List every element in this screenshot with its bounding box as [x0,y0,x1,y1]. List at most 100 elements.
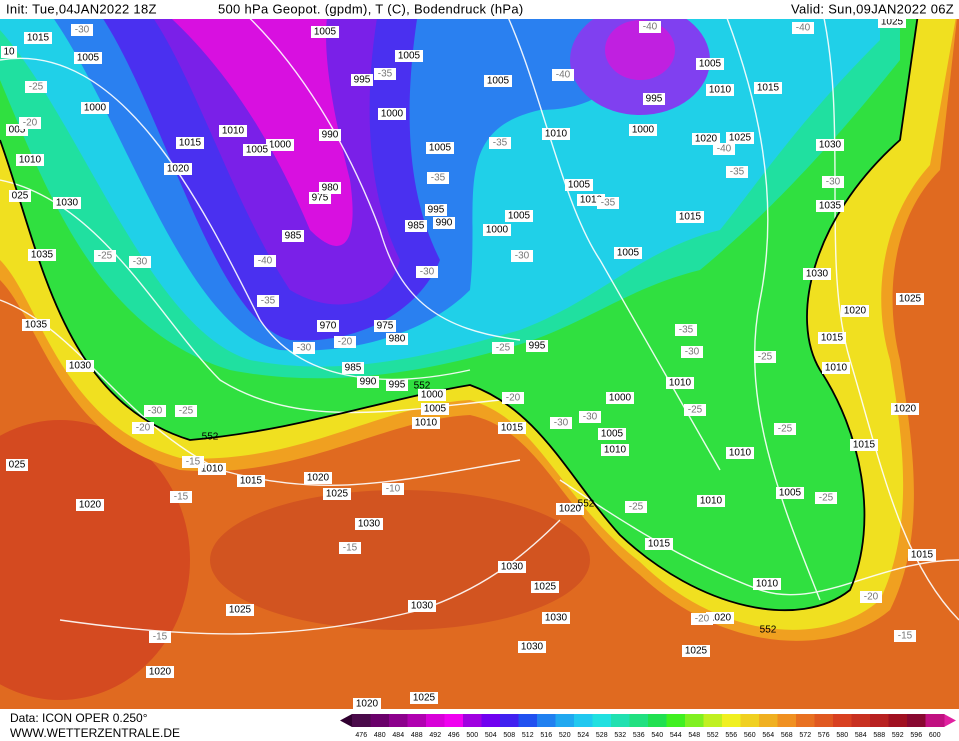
temperature-label: -25 [98,251,113,262]
isobar-label-box [355,518,383,530]
colorbar-swatch [796,714,815,727]
isobar-label: 1000 [609,393,632,404]
isobar-label: 025 [12,191,29,202]
isobar-label-box [526,340,548,352]
isobar-label-box [614,247,642,259]
temperature-label: -30 [75,25,90,36]
isobar-label: 995 [389,380,406,391]
temperature-label: -30 [554,418,569,429]
temperature-label-box [552,69,574,81]
isobar-label-box [433,217,455,229]
temperature-label: -15 [186,457,201,468]
isobar-label-box [198,463,226,475]
isobar-label-box [374,320,396,332]
temperature-label: -20 [338,337,353,348]
colorbar-label: 548 [688,732,700,739]
isobar-label: 985 [408,221,425,232]
temperature-label-box [132,422,154,434]
temperature-label: -20 [23,118,38,129]
temperature-label: -15 [343,543,358,554]
temperature-label-box [681,346,703,358]
isobar-label-box [598,428,626,440]
isobar-label-box [405,220,427,232]
colorbar-swatch [666,714,686,727]
temperature-label: -25 [778,424,793,435]
temperature-label: -35 [431,173,446,184]
colorbar-label: 480 [374,732,386,739]
colorbar-label: 516 [540,732,552,739]
colorbar-swatch [888,714,908,727]
isobar-label: 975 [312,193,329,204]
colorbar-arrow-low [340,714,352,727]
isobar-label-box [696,58,724,70]
isobar-label: 990 [360,377,377,388]
isobar-label-box [16,154,44,166]
temperature-label-box [144,405,166,417]
map-title: 500 hPa Geopot. (gpdm), T (C), Bodendruc… [218,1,524,16]
temperature-label-box [625,501,647,513]
temperature-label: -40 [796,23,811,34]
isobar-label: 1010 [545,129,568,140]
temperature-label-box [579,411,601,423]
temperature-label: -35 [601,198,616,209]
isobar-label: 1005 [568,180,591,191]
colorbar-swatch [851,714,871,727]
isobar-label: 1035 [31,250,54,261]
temperature-label: -35 [378,69,393,80]
colorbar-swatch [463,714,482,727]
init-time: Init: Tue,04JAN2022 18Z [6,1,157,16]
isobar-label: 1020 [149,667,172,678]
colorbar-swatch [555,714,575,727]
isobar-label-box [421,403,449,415]
colorbar-label: 540 [651,732,663,739]
temperature-label-box [684,404,706,416]
temperature-label-box [792,22,814,34]
temperature-label-box [894,630,916,642]
height-label: 552 [414,381,431,392]
isobar-label: 1015 [821,333,844,344]
isobar-label-box [425,204,447,216]
colorbar-swatch [611,714,630,727]
isobar-label-box [176,137,204,149]
temperature-label: -20 [864,592,879,603]
colorbar-swatch [740,714,760,727]
temperature-label: -30 [583,412,598,423]
temperature-label: -25 [29,82,44,93]
isobar-label-box [378,108,406,120]
isobar-label-box [74,52,102,64]
isobar-label: 1010 [415,418,438,429]
isobar-label: 1005 [601,429,624,440]
colorbar-label: 584 [855,732,867,739]
isobar-label-box [76,499,104,511]
isobar-label: 1015 [240,476,263,487]
temperature-label-box [691,613,713,625]
isobar-label: 1030 [806,269,829,280]
temperature-label: -20 [695,614,710,625]
temperature-label: -35 [493,138,508,149]
isobar-label: 1025 [685,646,708,657]
isobar-label: 1000 [632,125,655,136]
isobar-label: 1010 [222,126,245,137]
height-label: 552 [578,499,595,510]
isobar-label: 1015 [648,539,671,550]
isobar-label: 1010 [19,155,42,166]
isobar-label: 1015 [911,550,934,561]
isobar-label: 1000 [84,103,107,114]
isobar-label: 995 [529,341,546,352]
isobar-label: 970 [320,321,337,332]
isobar-label: 1005 [487,76,510,87]
isobar-label: 1010 [604,445,627,456]
isobar-label-box [323,488,351,500]
isobar-label: 1000 [486,225,509,236]
temperature-label-box [382,483,404,495]
colorbar-label: 492 [429,732,441,739]
colorbar-swatch [370,714,390,727]
isobar-label-box [351,74,373,86]
temperature-label-box [511,250,533,262]
temperature-label-box [129,256,151,268]
isobar-label: 1025 [326,489,349,500]
isobar-label-box [692,133,720,145]
temperature-label: -25 [688,405,703,416]
temperature-label-box [815,492,837,504]
temperature-label-box [754,351,776,363]
